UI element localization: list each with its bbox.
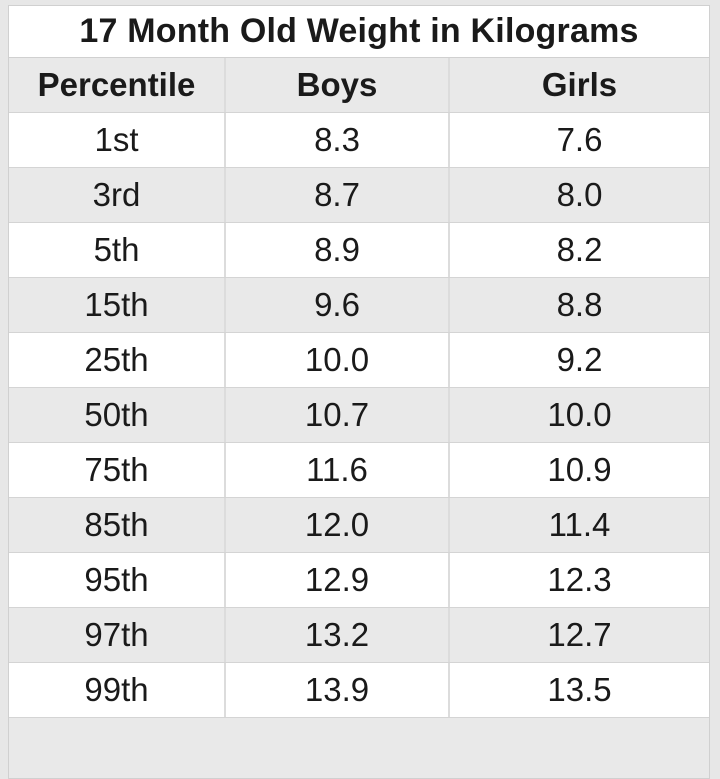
table-cell: 10.0 [547, 396, 612, 433]
table-cell: 8.8 [556, 286, 603, 323]
table-cell: 12.7 [547, 616, 612, 653]
table-cell: 10.0 [226, 333, 450, 387]
table-cell: 12.9 [226, 553, 450, 607]
table-cell: 12.3 [547, 561, 612, 598]
column-header-boys: Boys [226, 58, 450, 112]
table-cell: 95th [9, 553, 226, 607]
table-cell: 10.7 [226, 388, 450, 442]
column-header-percentile: Percentile [9, 58, 226, 112]
table-row: 5th 8.9 8.2 [9, 223, 709, 278]
table-cell: 75th [9, 443, 226, 497]
table-cell: 5th [9, 223, 226, 277]
table-row: 95th 12.9 12.3 [9, 553, 709, 608]
table-cell: 50th [9, 388, 226, 442]
table-cell: 13.9 [226, 663, 450, 717]
table-cell: 7.6 [556, 121, 603, 158]
table-cell: 11.6 [226, 443, 450, 497]
table-row: 99th 13.9 13.5 [9, 663, 709, 718]
table-cell: 9.6 [226, 278, 450, 332]
table-row: 1st 8.3 7.6 [9, 113, 709, 168]
table-cell: 9.2 [556, 341, 603, 378]
table-cell: 3rd [9, 168, 226, 222]
partial-row [9, 718, 709, 778]
table-cell: 85th [9, 498, 226, 552]
column-header-girls: Girls [541, 66, 618, 103]
table-cell: 12.0 [226, 498, 450, 552]
table-cell: 8.9 [226, 223, 450, 277]
table-title: 17 Month Old Weight in Kilograms [9, 6, 709, 58]
table-row: 15th 9.6 8.8 [9, 278, 709, 333]
table-header-row: Percentile Boys Girls [9, 58, 709, 113]
table-cell: 25th [9, 333, 226, 387]
table-row: 3rd 8.7 8.0 [9, 168, 709, 223]
table-row: 85th 12.0 11.4 [9, 498, 709, 553]
table-row: 97th 13.2 12.7 [9, 608, 709, 663]
table-row: 75th 11.6 10.9 [9, 443, 709, 498]
table-row: 50th 10.7 10.0 [9, 388, 709, 443]
table-cell: 97th [9, 608, 226, 662]
table-cell: 10.9 [547, 451, 612, 488]
table-body: 1st 8.3 7.6 3rd 8.7 8.0 5th 8.9 8.2 15th 9.6 8.8 25t… [9, 113, 709, 718]
table-cell: 13.5 [547, 671, 612, 708]
table-cell: 8.3 [226, 113, 450, 167]
table-cell: 8.7 [226, 168, 450, 222]
table-cell: 11.4 [548, 506, 611, 543]
table-cell: 8.2 [556, 231, 603, 268]
table-cell: 99th [9, 663, 226, 717]
table-cell: 1st [9, 113, 226, 167]
weight-percentile-table: 17 Month Old Weight in Kilograms Percent… [8, 5, 710, 779]
table-cell: 13.2 [226, 608, 450, 662]
table-cell: 8.0 [556, 176, 603, 213]
table-cell: 15th [9, 278, 226, 332]
table-row: 25th 10.0 9.2 [9, 333, 709, 388]
